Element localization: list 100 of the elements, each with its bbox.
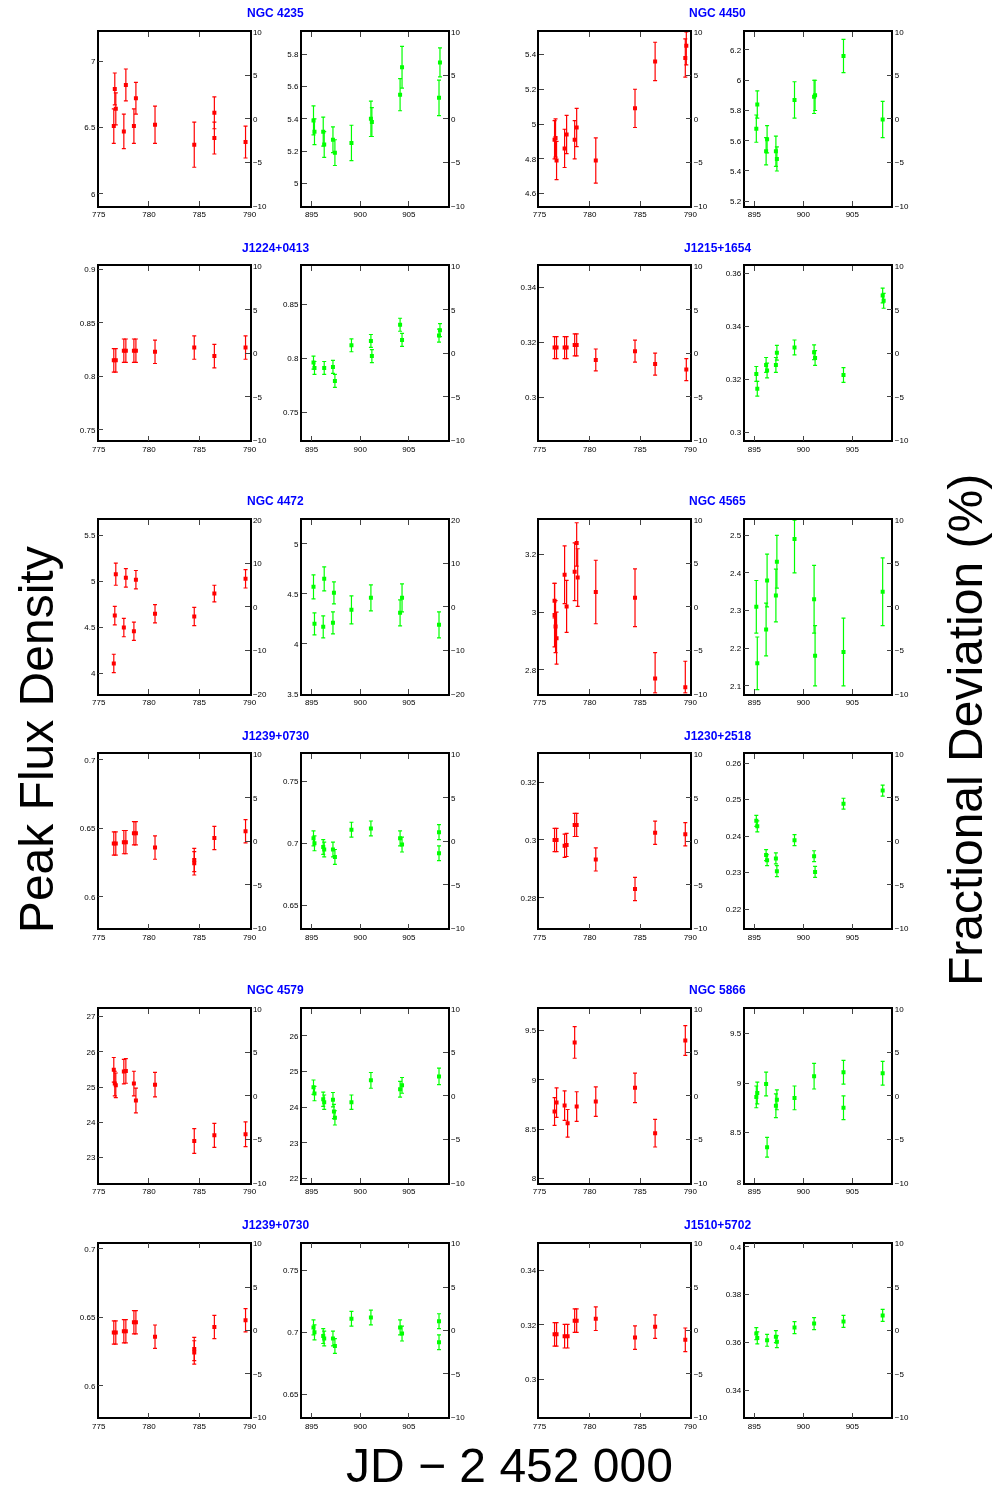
y2-tick-label: −10: [894, 201, 909, 211]
y2-tick-label: −10: [451, 1413, 466, 1423]
y-tick-label: 0.65: [79, 824, 96, 834]
y2-tick-label: 5: [693, 559, 699, 569]
y-tick-label: 6: [736, 76, 742, 86]
y2-tick-label: 10: [894, 262, 905, 272]
y-tick-label: 6.5: [84, 123, 96, 133]
y2-tick-label: 5: [252, 1282, 258, 1292]
y2-tick-label: 5: [894, 71, 900, 81]
y2-tick-label: 10: [451, 1239, 461, 1249]
y2-tick-label: 10: [451, 1004, 461, 1014]
x-tick-label: 775: [92, 698, 106, 708]
y2-tick-label: 5: [252, 305, 258, 315]
y-tick-label: 4.5: [84, 623, 96, 633]
x-tick-label: 895: [747, 932, 762, 942]
y-tick-label: 24: [289, 1102, 300, 1112]
x-tick-label: 900: [796, 1421, 811, 1431]
y2-tick-label: 0: [451, 349, 457, 359]
x-tick-label: 895: [747, 1187, 762, 1197]
x-tick-label: 785: [192, 1187, 207, 1197]
x-tick-label: 775: [532, 1187, 547, 1197]
y-tick-label: 0.65: [282, 901, 300, 911]
x-tick-label: 785: [633, 210, 648, 220]
y2-tick-label: 0: [894, 114, 900, 124]
y2-tick-label: 5: [252, 793, 258, 803]
y2-tick-label: 10: [252, 27, 263, 37]
y-tick-label: 9: [531, 1075, 537, 1085]
y2-tick-label: 0: [252, 114, 258, 124]
x-tick-label: 775: [532, 444, 547, 454]
y-tick-label: 22: [289, 1174, 300, 1184]
y-tick-label: 0.26: [725, 759, 742, 769]
y-tick-label: 3.2: [524, 550, 537, 560]
x-tick-label: 895: [304, 698, 319, 708]
x-tick-label: 790: [683, 1187, 698, 1197]
y-tick-label: 0.32: [520, 777, 537, 787]
y2-tick-label: −10: [693, 924, 708, 934]
y-tick-label: 5: [294, 179, 300, 189]
y2-tick-label: −10: [693, 1178, 708, 1188]
y-tick-label: 8: [531, 1174, 537, 1184]
y2-tick-label: −10: [451, 1178, 466, 1188]
y2-tick-label: 0: [252, 349, 258, 359]
y-tick-label: 26: [86, 1047, 96, 1057]
y-tick-label: 5.2: [524, 85, 537, 95]
y2-tick-label: −10: [252, 1413, 268, 1423]
y2-tick-label: 5: [451, 1048, 457, 1058]
x-tick-label: 775: [92, 210, 106, 220]
y2-tick-label: 10: [693, 1239, 704, 1249]
y2-tick-label: 0: [693, 1091, 699, 1101]
y2-tick-label: 0: [252, 1091, 258, 1101]
x-tick-label: 780: [142, 210, 157, 220]
y-tick-label: 9.5: [524, 1026, 537, 1036]
y2-tick-label: −20: [252, 689, 268, 699]
y2-tick-label: 10: [693, 262, 704, 272]
x-tick-label: 895: [304, 1421, 319, 1431]
y-tick-label: 23: [289, 1138, 300, 1148]
y2-tick-label: 0: [451, 1091, 457, 1101]
x-tick-label: 780: [142, 1421, 157, 1431]
x-tick-label: 790: [683, 1421, 698, 1431]
y-tick-label: 0.8: [287, 354, 300, 364]
x-tick-label: 900: [796, 698, 811, 708]
y2-tick-label: −5: [894, 646, 905, 656]
text: J1239+0730: [242, 729, 310, 743]
y2-tick-label: −5: [252, 158, 263, 168]
y2-tick-label: 10: [252, 750, 263, 760]
y-tick-label: 9.5: [730, 1029, 742, 1039]
y2-tick-label: −5: [252, 392, 263, 402]
y2-tick-label: −5: [252, 1135, 263, 1145]
text: JD − 2 452 000: [346, 1439, 673, 1492]
y2-tick-label: 10: [451, 27, 461, 37]
y2-tick-label: 5: [252, 71, 258, 81]
y2-tick-label: 5: [894, 793, 900, 803]
y-tick-label: 5.8: [287, 50, 300, 60]
y-tick-label: 0.75: [79, 425, 96, 435]
y2-tick-label: 10: [252, 1004, 263, 1014]
y2-tick-label: 5: [451, 1282, 457, 1292]
y-tick-label: 0.7: [84, 755, 96, 765]
x-tick-label: 905: [402, 210, 417, 220]
y2-tick-label: 0: [693, 602, 699, 612]
y-tick-label: 0.3: [524, 1375, 537, 1385]
y2-tick-label: 20: [252, 515, 263, 525]
x-tick-label: 900: [353, 932, 368, 942]
y2-tick-label: −10: [252, 924, 268, 934]
y-tick-label: 0.7: [84, 1244, 96, 1254]
y2-tick-label: 5: [693, 793, 699, 803]
y-tick-label: 0.3: [524, 835, 537, 845]
x-tick-label: 905: [845, 1421, 860, 1431]
y-tick-label: 0.4: [730, 1242, 742, 1252]
y2-tick-label: −10: [894, 1178, 909, 1188]
y2-tick-label: −10: [693, 689, 708, 699]
y-tick-label: 0.65: [79, 1313, 96, 1323]
x-tick-label: 895: [304, 932, 319, 942]
y2-tick-label: 5: [693, 71, 699, 81]
text: J1239+0730: [242, 1218, 310, 1232]
y-tick-label: 2.8: [524, 665, 537, 675]
text: Peak Flux Density: [10, 546, 64, 934]
y2-tick-label: 20: [451, 515, 461, 525]
y-tick-label: 0.28: [520, 893, 537, 903]
text: J1224+0413: [242, 241, 310, 255]
y2-tick-label: −10: [894, 1413, 909, 1423]
y2-tick-label: −5: [252, 1369, 263, 1379]
